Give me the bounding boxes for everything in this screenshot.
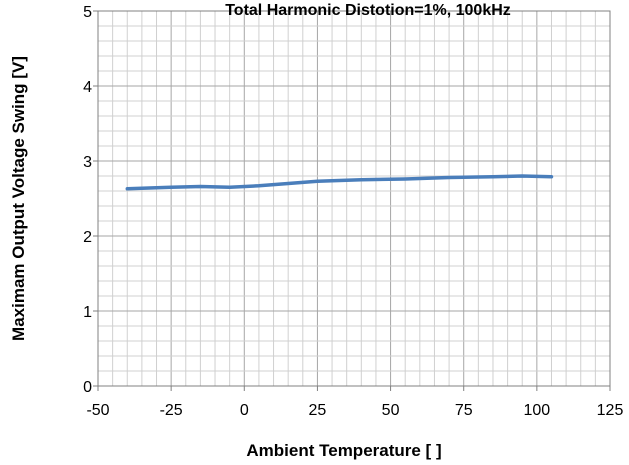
x-tick-label: 125 — [597, 402, 624, 419]
y-tick-label: 1 — [83, 304, 92, 321]
y-tick-label: 5 — [83, 4, 92, 21]
y-axis-ticks: 0 1 2 3 4 5 — [83, 4, 98, 396]
grid — [97, 10, 611, 387]
series-layer — [125, 174, 554, 191]
y-tick-label: 4 — [83, 79, 92, 96]
series-line — [125, 174, 554, 191]
x-tick-label: 75 — [455, 402, 473, 419]
plot-area — [97, 10, 611, 387]
x-tick-label: 50 — [382, 402, 400, 419]
x-tick-label: -25 — [160, 402, 183, 419]
y-tick-label: 2 — [83, 229, 92, 246]
x-tick-label: 100 — [524, 402, 551, 419]
x-axis-ticks: -50 -25 0 25 50 75 100 125 — [86, 386, 623, 419]
y-tick-label: 3 — [83, 154, 92, 171]
y-axis-title: Maximam Output Voltage Swing [V] — [9, 56, 28, 341]
y-tick-label: 0 — [83, 379, 92, 396]
x-tick-label: -50 — [86, 402, 109, 419]
x-tick-label: 25 — [309, 402, 327, 419]
chart-title: Total Harmonic Distotion=1%, 100kHz — [225, 2, 511, 19]
x-axis-title: Ambient Temperature [ ] — [246, 441, 441, 460]
x-tick-label: 0 — [240, 402, 249, 419]
